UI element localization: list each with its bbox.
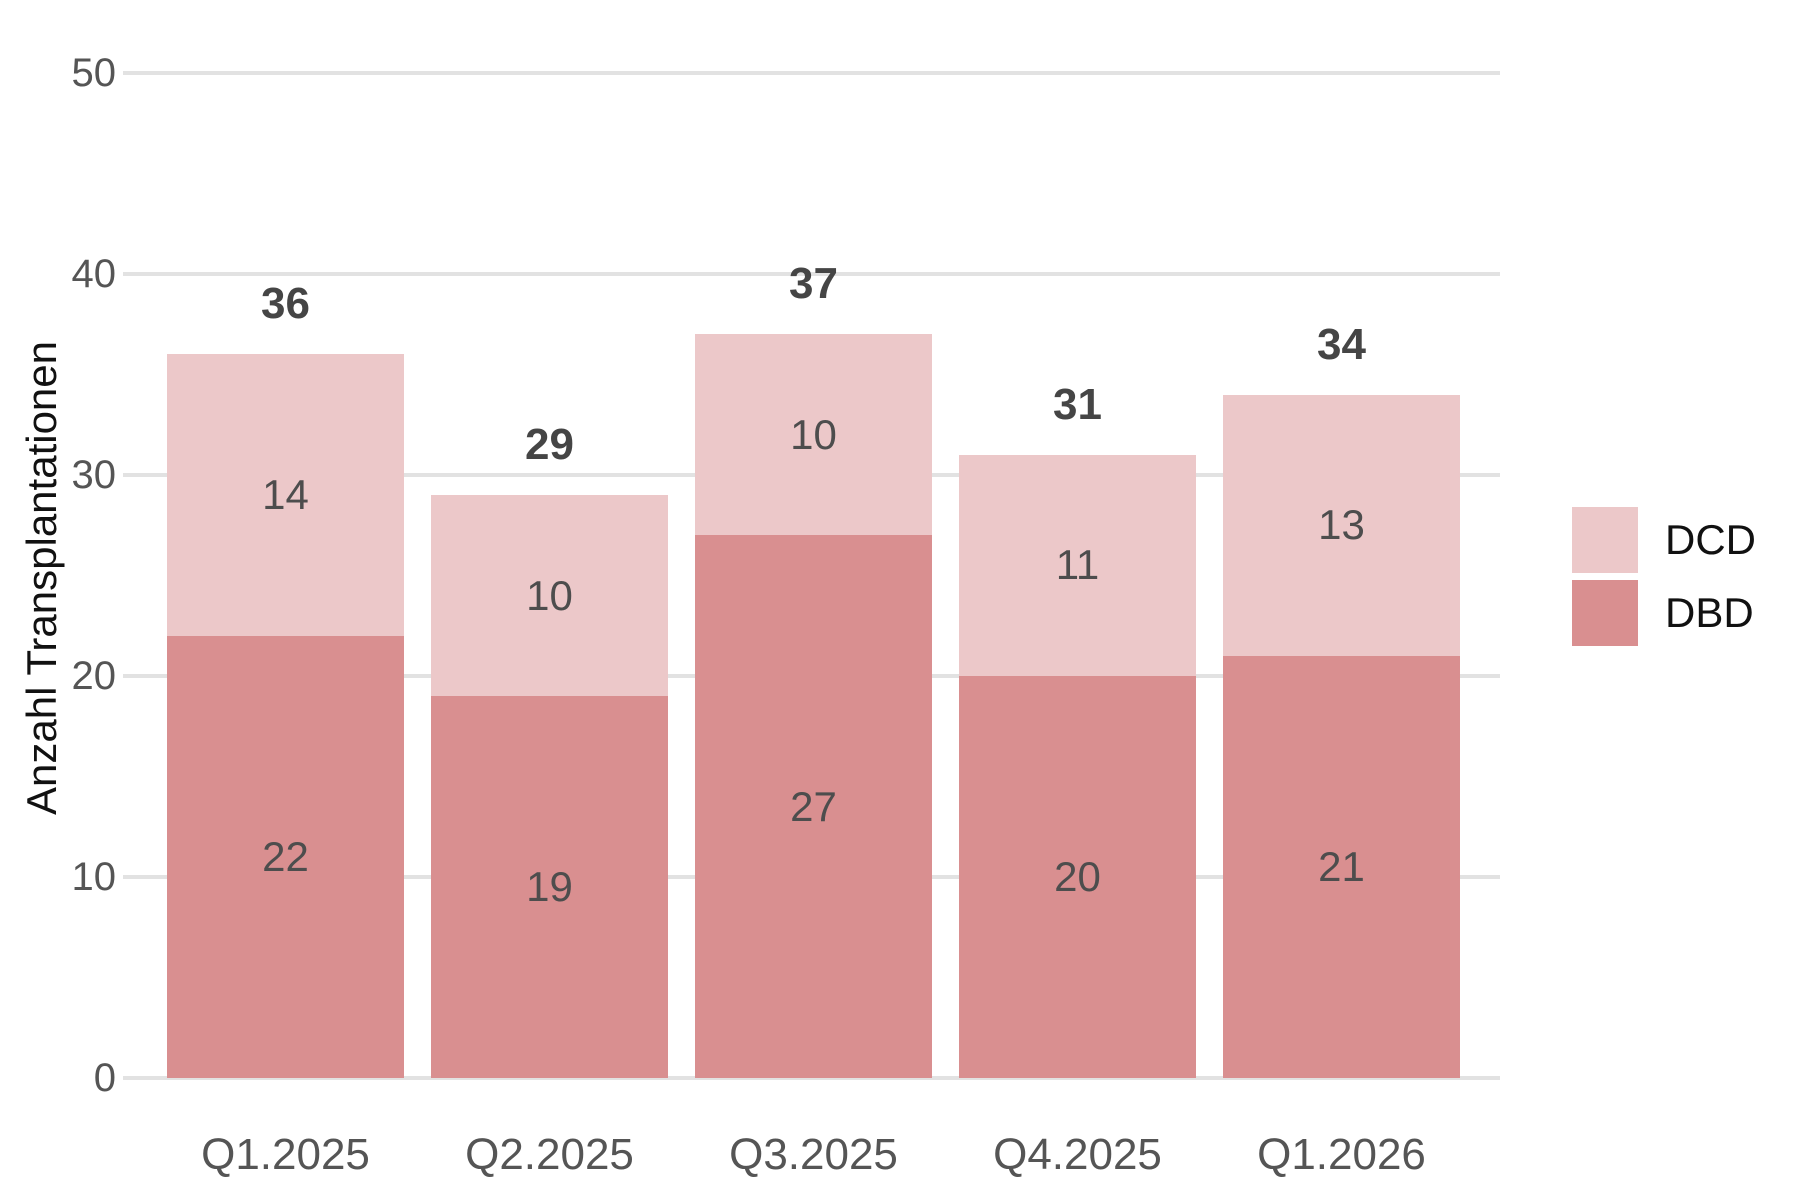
segment-value-dbd-Q3.2025: 27 — [790, 782, 837, 830]
legend-swatch-dcd — [1572, 507, 1638, 573]
total-value-Q3.2025: 37 — [789, 259, 838, 309]
segment-value-dbd-Q4.2025: 20 — [1054, 853, 1101, 900]
bar-segment-dbd-Q3.2025 — [695, 535, 932, 1078]
gridline-y-0 — [123, 1076, 1500, 1080]
segment-value-dbd-Q1.2026: 21 — [1318, 842, 1365, 890]
segment-value-dcd-Q1.2026: 13 — [1318, 501, 1365, 549]
segment-value-dbd-Q2.2025: 19 — [526, 863, 573, 911]
y-tick-label-30: 30 — [71, 453, 117, 497]
bar-segment-dcd-Q3.2025 — [695, 334, 932, 536]
legend-item-dcd: DCD — [1572, 507, 1756, 573]
bar-segment-dbd-Q2.2025 — [431, 696, 668, 1078]
y-axis-title: Anzahl Transplantationen — [18, 341, 65, 815]
legend-item-dbd: DBD — [1572, 580, 1754, 646]
gridline-y-50 — [123, 71, 1500, 75]
segment-value-dcd-Q1.2025: 14 — [262, 471, 309, 519]
segment-value-dbd-Q1.2025: 22 — [262, 832, 309, 880]
x-tick-label-Q1.2026: Q1.2026 — [1257, 1130, 1426, 1179]
total-value-Q1.2026: 34 — [1317, 319, 1366, 369]
total-value-Q2.2025: 29 — [525, 420, 574, 470]
y-tick-label-0: 0 — [93, 1056, 116, 1100]
bar-segment-dbd-Q4.2025 — [959, 676, 1196, 1078]
total-value-Q1.2025: 36 — [261, 279, 310, 329]
x-tick-label-Q4.2025: Q4.2025 — [993, 1130, 1162, 1179]
x-tick-label-Q1.2025: Q1.2025 — [201, 1130, 370, 1179]
y-tick-label-40: 40 — [71, 252, 117, 296]
y-tick-label-20: 20 — [71, 654, 117, 698]
x-tick-label-Q2.2025: Q2.2025 — [465, 1130, 634, 1179]
total-value-Q4.2025: 31 — [1053, 379, 1102, 429]
y-tick-label-10: 10 — [71, 855, 117, 899]
legend-label-dbd: DBD — [1665, 589, 1754, 636]
legend-swatch-dbd — [1572, 580, 1638, 646]
gridline-y-40 — [123, 272, 1500, 276]
x-tick-label-Q3.2025: Q3.2025 — [729, 1130, 898, 1179]
bar-segment-dcd-Q2.2025 — [431, 495, 668, 697]
segment-value-dcd-Q4.2025: 11 — [1055, 541, 1100, 589]
legend-label-dcd: DCD — [1665, 516, 1756, 563]
segment-value-dcd-Q2.2025: 10 — [526, 571, 573, 619]
bar-segment-dbd-Q1.2025 — [167, 635, 404, 1078]
bar-segment-dcd-Q1.2026 — [1223, 394, 1460, 656]
y-tick-label-50: 50 — [71, 51, 117, 95]
bar-segment-dbd-Q1.2026 — [1223, 655, 1460, 1078]
bar-segment-dcd-Q4.2025 — [959, 454, 1196, 676]
bar-segment-dcd-Q1.2025 — [167, 354, 404, 636]
segment-value-dcd-Q3.2025: 10 — [790, 410, 837, 458]
